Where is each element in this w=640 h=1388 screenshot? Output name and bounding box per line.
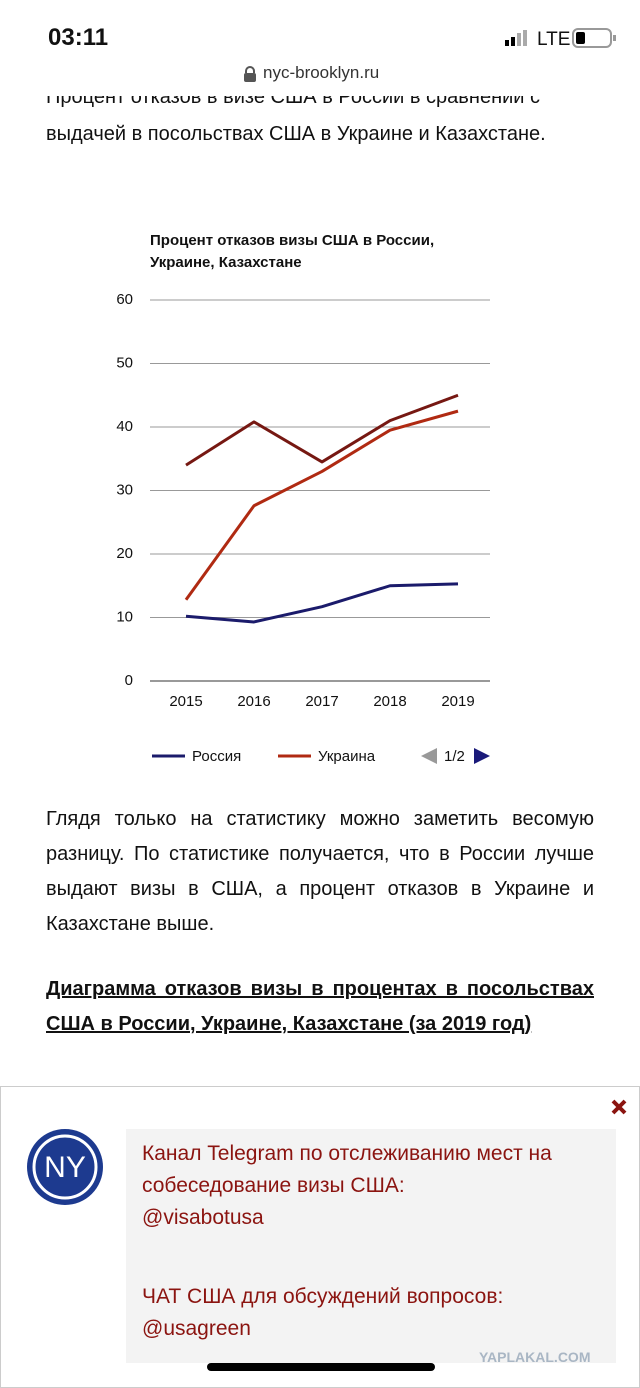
panel-text: Канал Telegram по отслеживанию мест на с…: [142, 1142, 552, 1197]
network: LTE: [537, 29, 571, 50]
logo-text: NY: [44, 1151, 86, 1184]
chart-title-box: Процент отказов визы США в России, Украи…: [150, 232, 435, 271]
close-button[interactable]: [611, 1099, 627, 1115]
legend-label: Украина: [318, 748, 376, 765]
series-line: [184, 409, 459, 601]
time: 03:11: [48, 24, 109, 51]
heading-link[interactable]: Диаграмма отказов визы в процентах в пос…: [46, 978, 594, 1035]
y-tick-label: 50: [116, 354, 133, 371]
home-indicator: [207, 1363, 435, 1371]
series-line: [185, 393, 459, 467]
popup: NY Канал Telegram по отслеживанию мест н…: [0, 1086, 640, 1388]
y-tick-label: 40: [116, 418, 133, 435]
chart-title: Процент отказов визы США в России, Украи…: [150, 232, 435, 271]
watermark: YAPLAKAL.COM: [479, 1349, 591, 1365]
intro-line: выдачей в посольствах США в Украине и Ка…: [46, 123, 546, 145]
panel-link[interactable]: @usagreen: [142, 1317, 251, 1340]
legend-next[interactable]: [474, 748, 490, 764]
y-tick-label: 60: [116, 291, 133, 308]
panel-link[interactable]: @visabotusa: [142, 1206, 264, 1229]
x-tick-label: 2019: [441, 693, 474, 710]
paragraph: Глядя только на статистику можно заметит…: [46, 808, 594, 935]
lock-icon: [244, 66, 256, 82]
logo: NY: [27, 1129, 103, 1205]
x-tick-label: 2018: [373, 693, 406, 710]
x-tick-label: 2015: [169, 693, 202, 710]
panel-text: ЧАТ США для обсуждений вопросов:: [142, 1285, 504, 1308]
y-tick-label: 10: [116, 608, 133, 625]
legend-prev[interactable]: [421, 748, 437, 764]
x-tick-label: 2016: [237, 693, 270, 710]
url[interactable]: nyc-brooklyn.ru: [263, 63, 380, 82]
status-bar: 03:11 LTE nyc-brooklyn.ru: [0, 0, 640, 96]
telegram-panel: Канал Telegram по отслеживанию мест на с…: [126, 1129, 616, 1363]
chart: Процент отказов визы США в России, Украи…: [116, 232, 490, 765]
series-line: [185, 582, 459, 624]
legend-label: Россия: [192, 748, 241, 765]
y-tick-label: 30: [116, 481, 133, 498]
status-icons: [505, 28, 616, 48]
y-tick-label: 20: [116, 545, 133, 562]
legend-page: 1/2: [444, 748, 465, 765]
x-tick-label: 2017: [305, 693, 338, 710]
y-tick-label: 0: [125, 672, 133, 689]
